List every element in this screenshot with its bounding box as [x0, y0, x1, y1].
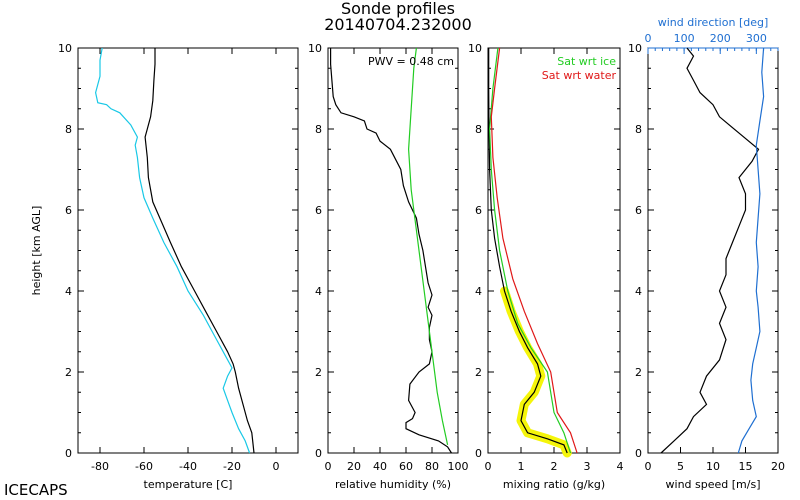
footer-label: ICECAPS — [4, 481, 68, 499]
x-axis-label: temperature [C] — [144, 478, 233, 491]
series-line-sat-wrt-ice — [488, 47, 572, 454]
y-tick-label: 2 — [635, 366, 642, 379]
x-tick-label: 15 — [739, 460, 753, 473]
series-line-relative-humidity — [330, 48, 453, 454]
series-line-mixing-ratio — [488, 48, 568, 454]
x-tick-label: 100 — [448, 460, 469, 473]
x-tick-label: -20 — [223, 460, 241, 473]
y-tick-label: 6 — [65, 204, 72, 217]
x-tick-label: -80 — [91, 460, 109, 473]
x-tick-label: -60 — [135, 460, 153, 473]
y-tick-label: 0 — [635, 447, 642, 460]
series-line-dewpoint — [94, 47, 251, 454]
pwv-annotation: PWV = 0.48 cm — [368, 55, 454, 68]
x-axis-label: relative humidity (%) — [335, 478, 451, 491]
y-tick-label: 10 — [468, 42, 482, 55]
y-tick-label: 4 — [65, 285, 72, 298]
x-tick-label: 5 — [677, 460, 684, 473]
x-tick-label: 40 — [373, 460, 387, 473]
y-tick-label: 4 — [315, 285, 322, 298]
x-tick-label: 4 — [617, 460, 624, 473]
y-tick-label: 0 — [315, 447, 322, 460]
y-tick-label: 8 — [635, 123, 642, 136]
panel-temperature: 0 2 4 6 8 10 -80 -60 -40 -20 0 temperature [C] heigh… — [30, 42, 299, 491]
figure-title: Sonde profiles — [341, 0, 455, 18]
y-tick-label: 0 — [475, 447, 482, 460]
x-axis-label: mixing ratio (g/kg) — [503, 478, 605, 491]
x-tick-label: 0 — [485, 460, 492, 473]
series-line-wind-direction — [737, 47, 765, 454]
legend-sat-wrt-water: Sat wrt water — [542, 69, 617, 82]
y-tick-label: 4 — [475, 285, 482, 298]
x-tick-label: 0 — [325, 460, 332, 473]
x-axis-label: wind speed [m/s] — [666, 478, 761, 491]
y-tick-label: 2 — [475, 366, 482, 379]
y-tick-label: 8 — [475, 123, 482, 136]
x2-tick-label: 200 — [710, 32, 731, 45]
plot-frame-wind — [647, 47, 779, 454]
y-tick-label: 0 — [65, 447, 72, 460]
y-tick-label: 8 — [315, 123, 322, 136]
y-tick-label: 2 — [315, 366, 322, 379]
x-tick-label: 0 — [273, 460, 280, 473]
y-tick-label: 10 — [628, 42, 642, 55]
x-tick-label: 20 — [347, 460, 361, 473]
legend-sat-wrt-ice: Sat wrt ice — [557, 55, 616, 68]
x-tick-label: 2 — [551, 460, 558, 473]
y-tick-label: 10 — [58, 42, 72, 55]
x2-tick-label: 300 — [746, 32, 767, 45]
panel-mixing-ratio: 0 2 4 6 8 10 0 1 2 3 4 mixing ratio (g/kg) Sat wrt i… — [468, 42, 624, 491]
y-tick-label: 4 — [635, 285, 642, 298]
y-tick-label: 6 — [315, 204, 322, 217]
series-line-temperature — [144, 48, 255, 454]
x-tick-label: 60 — [399, 460, 413, 473]
y-tick-label: 10 — [308, 42, 322, 55]
x2-tick-label: 0 — [645, 32, 652, 45]
x-tick-label: -40 — [179, 460, 197, 473]
plot-frame-relative-humidity — [327, 47, 459, 454]
x-tick-label: 3 — [584, 460, 591, 473]
series-line-wind-speed — [660, 47, 760, 454]
figure-subtitle: 20140704.232000 — [324, 15, 472, 34]
y-tick-label: 6 — [635, 204, 642, 217]
x2-tick-label: 100 — [674, 32, 695, 45]
x-tick-label: 20 — [771, 460, 785, 473]
y-tick-label: 2 — [65, 366, 72, 379]
x-tick-label: 10 — [706, 460, 720, 473]
x-tick-label: 80 — [425, 460, 439, 473]
series-line-saturation-rh-wrt-ice — [407, 47, 449, 446]
x2-axis-label: wind direction [deg] — [658, 16, 769, 29]
series-line-sat-wrt-water — [490, 47, 578, 454]
y-axis-label: height [km AGL] — [30, 206, 43, 296]
x-tick-label: 0 — [645, 460, 652, 473]
mixing-ratio-uncertainty-band — [500, 286, 572, 458]
y-tick-label: 6 — [475, 204, 482, 217]
y-tick-label: 8 — [65, 123, 72, 136]
x-tick-label: 1 — [518, 460, 525, 473]
